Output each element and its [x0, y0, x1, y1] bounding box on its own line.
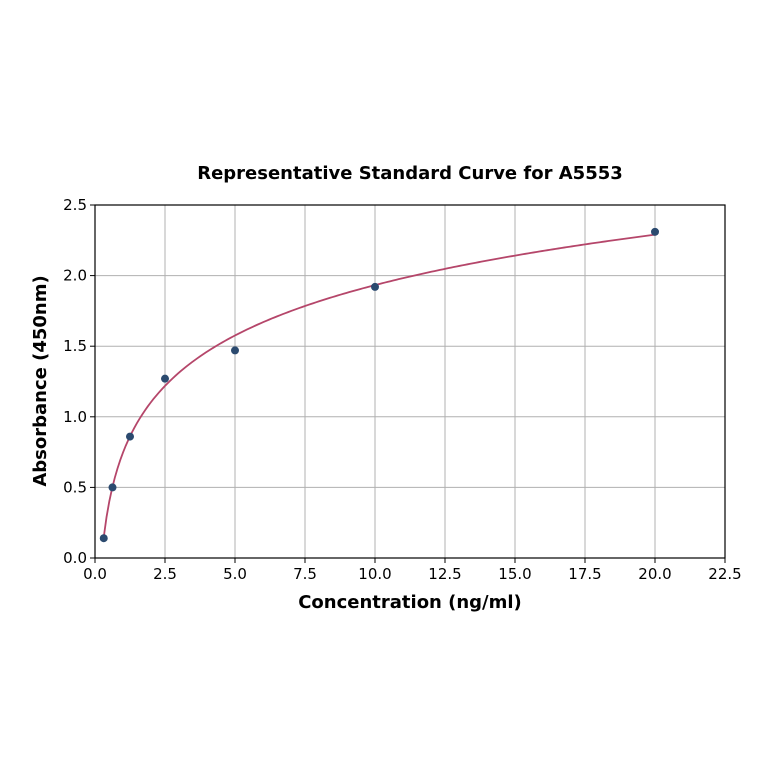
x-tick-label: 22.5 — [708, 565, 741, 583]
x-tick-label: 20.0 — [638, 565, 671, 583]
y-axis-ticks: 0.0 0.5 1.0 1.5 2.0 2.5 — [63, 196, 95, 567]
x-tick-label: 15.0 — [498, 565, 531, 583]
y-tick-label: 1.0 — [63, 408, 87, 426]
data-point — [371, 282, 379, 291]
y-tick-label: 0.0 — [63, 549, 87, 567]
grid — [94, 204, 726, 559]
x-tick-label: 10.0 — [358, 565, 391, 583]
x-tick-label: 17.5 — [568, 565, 601, 583]
data-point — [99, 534, 108, 543]
data-point — [161, 374, 169, 383]
data-point — [126, 432, 134, 441]
y-tick-label: 0.5 — [63, 478, 87, 496]
y-tick-label: 2.5 — [63, 196, 87, 214]
x-tick-label: 12.5 — [428, 565, 461, 583]
x-tick-label: 2.5 — [153, 565, 177, 583]
x-axis-label: Concentration (ng/ml) — [298, 592, 522, 613]
fit-curve — [102, 233, 656, 538]
data-point — [108, 483, 117, 492]
plot-frame — [94, 204, 726, 559]
x-axis-ticks: 0.0 2.5 5.0 7.5 10.0 12.5 15.0 17.5 20.0 22.5 — [83, 558, 742, 583]
data-points — [99, 227, 659, 543]
y-tick-label: 2.0 — [63, 267, 87, 285]
data-point — [651, 227, 659, 236]
x-tick-label: 5.0 — [223, 565, 247, 583]
x-tick-label: 7.5 — [293, 565, 317, 583]
chart-title: Representative Standard Curve for A5553 — [197, 163, 623, 184]
data-point — [231, 346, 239, 355]
x-tick-label: 0.0 — [83, 565, 107, 583]
y-axis-label: Absorbance (450nm) — [30, 275, 51, 486]
y-tick-label: 1.5 — [63, 337, 87, 355]
